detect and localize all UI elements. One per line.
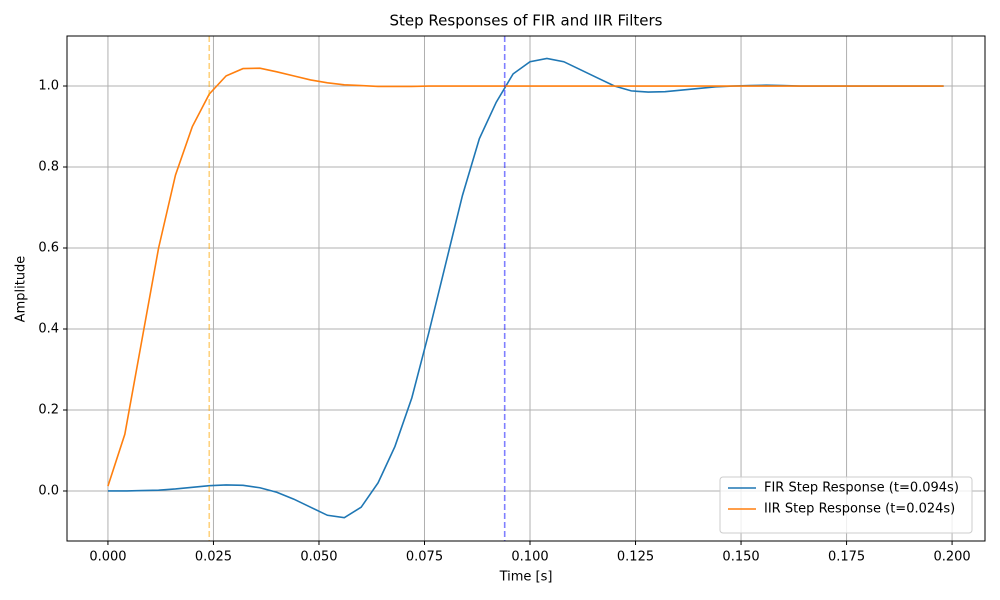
y-tick-label: 0.0	[38, 483, 59, 498]
x-tick-label: 0.050	[300, 550, 337, 565]
x-tick-label: 0.075	[406, 550, 443, 565]
y-tick-label: 0.4	[38, 321, 59, 336]
y-tick-label: 0.2	[38, 402, 59, 417]
y-tick-label: 0.6	[38, 241, 59, 256]
chart-title: Step Responses of FIR and IIR Filters	[389, 12, 662, 30]
legend-label: FIR Step Response (t=0.094s)	[764, 481, 959, 496]
y-tick-label: 1.0	[38, 79, 59, 94]
x-tick-label: 0.150	[722, 550, 759, 565]
x-tick-label: 0.200	[933, 550, 970, 565]
legend-label: IIR Step Response (t=0.024s)	[764, 502, 955, 517]
x-tick-label: 0.100	[511, 550, 548, 565]
legend-box	[719, 476, 973, 534]
plot-frame	[66, 35, 986, 542]
y-tick-label: 0.8	[38, 160, 59, 175]
x-tick-label: 0.000	[89, 550, 126, 565]
y-axis-label: Amplitude	[14, 256, 29, 323]
legend: FIR Step Response (t=0.094s) IIR Step Res…	[719, 476, 973, 534]
x-tick-label: 0.175	[828, 550, 865, 565]
series-line	[107, 67, 944, 487]
x-tick-label: 0.025	[195, 550, 232, 565]
x-axis-label: Time [s]	[499, 570, 553, 585]
x-tick-label: 0.125	[617, 550, 654, 565]
